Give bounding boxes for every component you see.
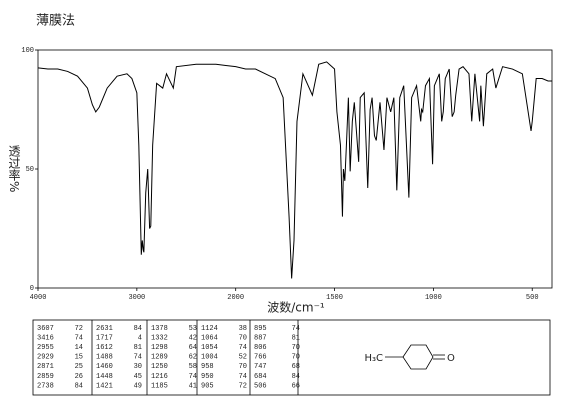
peak-transmittance: 14 — [75, 344, 83, 352]
y-tick-label: 50 — [26, 166, 34, 174]
peak-wavenumber: 1612 — [96, 344, 113, 352]
ring — [402, 344, 434, 370]
peak-transmittance: 70 — [292, 354, 300, 362]
peak-transmittance: 68 — [292, 363, 300, 371]
peak-transmittance: 74 — [189, 373, 197, 381]
peak-wavenumber: 1488 — [96, 354, 113, 362]
peak-wavenumber: 1124 — [201, 325, 218, 333]
peak-transmittance: 4 — [138, 334, 142, 342]
peak-transmittance: 72 — [239, 382, 247, 390]
peak-wavenumber: 3416 — [37, 334, 54, 342]
x-tick-label: 3000 — [128, 294, 145, 302]
chart-title: 薄膜法 — [36, 14, 75, 29]
peak-wavenumber: 806 — [254, 344, 267, 352]
peak-wavenumber: 1717 — [96, 334, 113, 342]
peak-transmittance: 38 — [239, 325, 247, 333]
peak-transmittance: 53 — [189, 325, 197, 333]
peak-transmittance: 52 — [239, 354, 247, 362]
plot-frame — [37, 49, 553, 289]
peak-transmittance: 70 — [239, 363, 247, 371]
peak-transmittance: 84 — [134, 325, 142, 333]
peak-transmittance: 74 — [239, 344, 247, 352]
peak-transmittance: 45 — [134, 373, 142, 381]
peak-transmittance: 74 — [239, 373, 247, 381]
peak-wavenumber: 2859 — [37, 373, 54, 381]
peak-wavenumber: 887 — [254, 334, 267, 342]
peak-transmittance: 84 — [292, 373, 300, 381]
peak-wavenumber: 1378 — [151, 325, 168, 333]
peak-transmittance: 30 — [134, 363, 142, 371]
peak-transmittance: 81 — [292, 334, 300, 342]
peak-transmittance: 70 — [239, 334, 247, 342]
y-tick-label: 100 — [21, 47, 34, 55]
y-axis-label: 透过率% — [7, 145, 21, 193]
structure-label: O — [447, 353, 455, 364]
peak-wavenumber: 506 — [254, 382, 267, 390]
peak-transmittance: 74 — [134, 354, 142, 362]
peak-wavenumber: 2871 — [37, 363, 54, 371]
peak-wavenumber: 1421 — [96, 382, 113, 390]
peak-wavenumber: 2738 — [37, 382, 54, 390]
peak-transmittance: 66 — [292, 382, 300, 390]
peak-transmittance: 72 — [75, 325, 83, 333]
peak-transmittance: 58 — [189, 363, 197, 371]
peak-transmittance: 62 — [189, 354, 197, 362]
peak-wavenumber: 1064 — [201, 334, 218, 342]
peak-transmittance: 26 — [75, 373, 83, 381]
peak-wavenumber: 1332 — [151, 334, 168, 342]
peak-wavenumber: 1185 — [151, 382, 168, 390]
peak-wavenumber: 2631 — [96, 325, 113, 333]
x-tick-label: 2000 — [227, 294, 244, 302]
peak-wavenumber: 958 — [201, 363, 214, 371]
peak-transmittance: 64 — [189, 344, 197, 352]
peak-wavenumber: 1250 — [151, 363, 168, 371]
peak-wavenumber: 895 — [254, 325, 267, 333]
peak-wavenumber: 1004 — [201, 354, 218, 362]
peak-wavenumber: 1216 — [151, 373, 168, 381]
peak-wavenumber: 1460 — [96, 363, 113, 371]
peak-wavenumber: 905 — [201, 382, 214, 390]
peak-wavenumber: 747 — [254, 363, 267, 371]
peak-transmittance: 15 — [75, 354, 83, 362]
peak-wavenumber: 1289 — [151, 354, 168, 362]
y-tick-label: 0 — [30, 285, 34, 293]
spectrum-line — [37, 61, 552, 279]
peak-wavenumber: 684 — [254, 373, 267, 381]
peak-transmittance: 41 — [189, 382, 197, 390]
peak-table — [32, 319, 551, 396]
peak-transmittance: 84 — [75, 382, 83, 390]
structure-label: H₃C — [364, 353, 383, 364]
peak-transmittance: 74 — [75, 334, 83, 342]
peak-wavenumber: 1054 — [201, 344, 218, 352]
peak-wavenumber: 766 — [254, 354, 267, 362]
peak-wavenumber: 950 — [201, 373, 214, 381]
peak-transmittance: 42 — [189, 334, 197, 342]
peak-transmittance: 25 — [75, 363, 83, 371]
peak-wavenumber: 1298 — [151, 344, 168, 352]
peak-transmittance: 49 — [134, 382, 142, 390]
peak-wavenumber: 2929 — [37, 354, 54, 362]
structure — [385, 344, 445, 370]
x-axis-label: 波数/cm⁻¹ — [267, 300, 325, 315]
peak-wavenumber: 3607 — [37, 325, 54, 333]
peak-wavenumber: 1448 — [96, 373, 113, 381]
table-frame — [32, 319, 551, 396]
peak-wavenumber: 2955 — [37, 344, 54, 352]
x-tick-label: 500 — [526, 294, 539, 302]
peak-transmittance: 81 — [134, 344, 142, 352]
x-tick-label: 1500 — [326, 294, 343, 302]
peak-transmittance: 74 — [292, 325, 300, 333]
x-tick-label: 1000 — [425, 294, 442, 302]
peak-transmittance: 70 — [292, 344, 300, 352]
x-tick-label: 4000 — [30, 294, 47, 302]
